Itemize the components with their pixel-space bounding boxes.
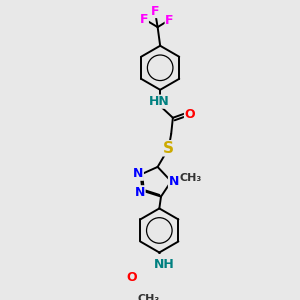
Text: S: S xyxy=(163,141,174,156)
Text: N: N xyxy=(133,167,143,180)
Text: O: O xyxy=(184,108,195,121)
Text: NH: NH xyxy=(154,258,175,271)
Text: CH₃: CH₃ xyxy=(137,294,159,300)
Text: O: O xyxy=(126,271,137,284)
Text: N: N xyxy=(135,186,145,199)
Text: F: F xyxy=(140,13,148,26)
Text: F: F xyxy=(165,14,174,27)
Text: HN: HN xyxy=(149,95,170,108)
Text: N: N xyxy=(169,175,179,188)
Text: F: F xyxy=(151,4,159,17)
Text: CH₃: CH₃ xyxy=(179,173,202,183)
